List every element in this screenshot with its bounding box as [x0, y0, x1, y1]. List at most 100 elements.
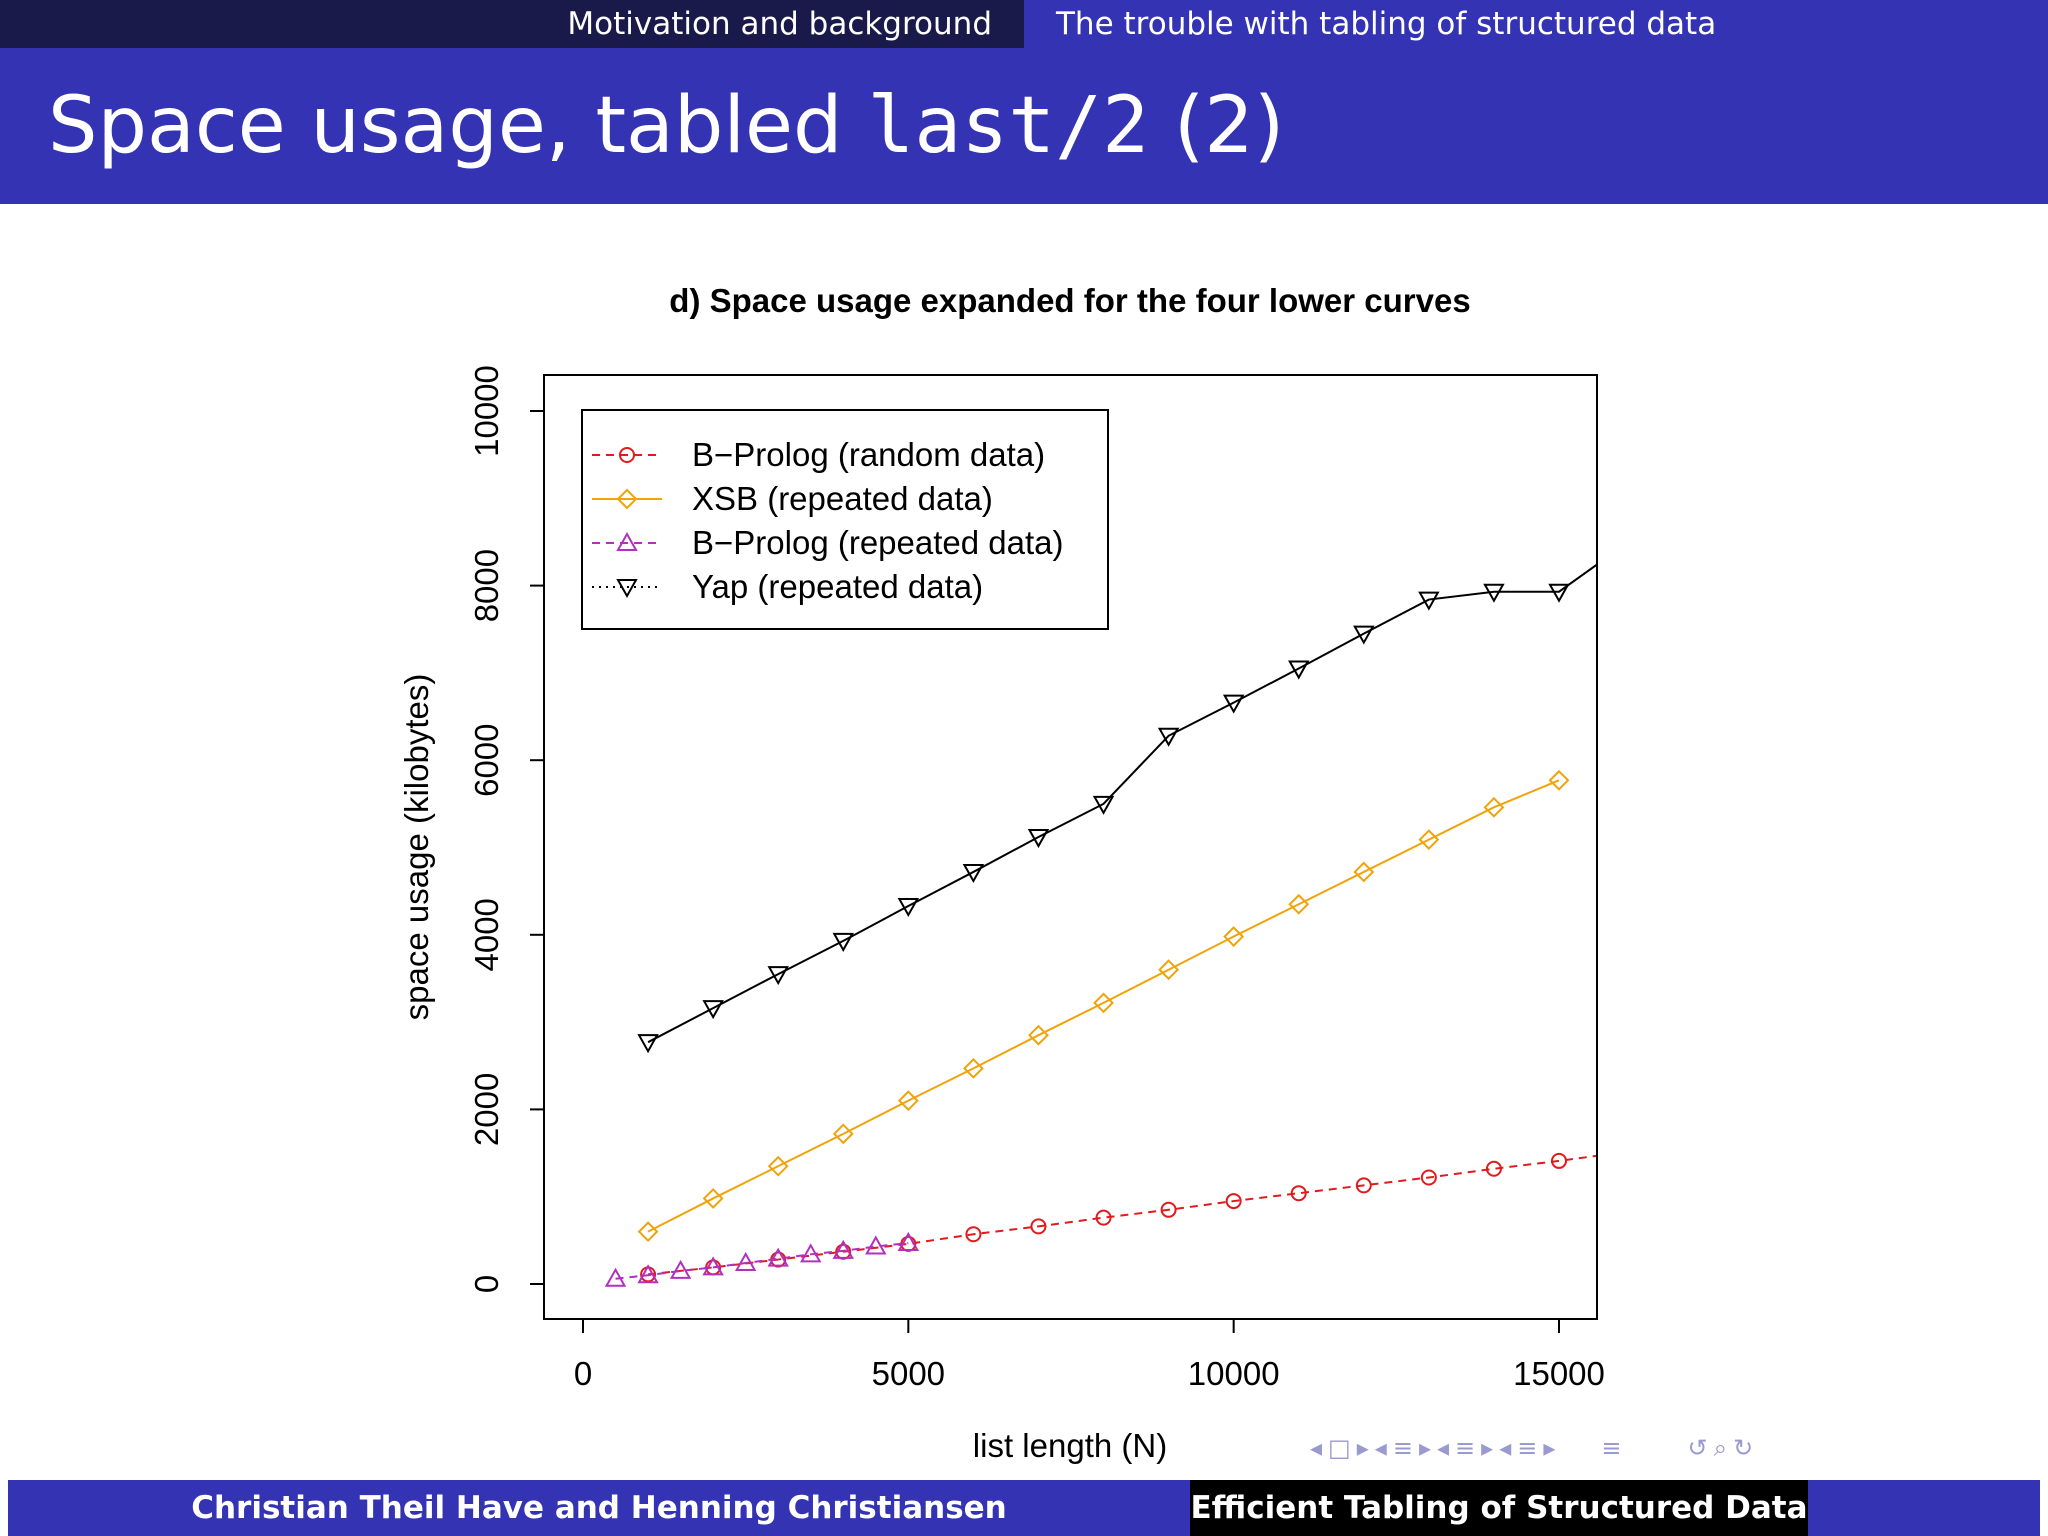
data-point	[1353, 861, 1375, 883]
data-point	[1355, 1177, 1372, 1194]
x-tick-label: 10000	[1188, 1355, 1280, 1392]
data-point	[1092, 795, 1115, 815]
slide-title-bar: Space usage, tabled last/2 (2)	[0, 48, 2048, 204]
arrow-left-icon[interactable]: ◂	[1374, 1434, 1387, 1462]
arrow-right-icon[interactable]: ▸	[1543, 1434, 1556, 1462]
data-point	[702, 1188, 724, 1209]
data-point	[1290, 1185, 1307, 1202]
legend-label: B−Prolog (repeated data)	[692, 524, 1064, 561]
series-2	[637, 769, 1570, 1243]
undo-icon[interactable]: ↺	[1687, 1434, 1708, 1462]
data-point	[1158, 959, 1180, 981]
arrow-left-icon[interactable]: ◂	[1436, 1434, 1450, 1462]
legend-marker	[616, 531, 638, 551]
data-point	[897, 1090, 919, 1112]
subsection-icon[interactable]: ≡	[1392, 1434, 1413, 1462]
y-tick-label: 10000	[468, 365, 505, 457]
data-point	[962, 863, 985, 883]
data-point	[865, 1235, 887, 1255]
data-point	[1483, 583, 1505, 603]
data-point	[637, 1034, 659, 1054]
section-icon[interactable]: ≡	[1517, 1434, 1538, 1462]
data-point	[1030, 1218, 1047, 1235]
data-point	[1225, 1193, 1242, 1210]
section-link-motivation[interactable]: Motivation and background	[0, 0, 1024, 48]
data-point	[604, 1267, 627, 1287]
legend-label: B−Prolog (random data)	[692, 436, 1045, 473]
data-point	[1288, 893, 1310, 915]
x-tick-label: 0	[574, 1355, 592, 1392]
y-tick-label: 0	[468, 1275, 505, 1293]
data-point	[637, 1221, 659, 1243]
zoom-icon[interactable]: ⌕	[1713, 1434, 1728, 1462]
data-point	[767, 1247, 789, 1267]
section-right-label: The trouble with tabling of structured d…	[1056, 6, 1717, 42]
data-point	[1418, 829, 1440, 851]
data-point	[767, 966, 789, 986]
chart-legend: B−Prolog (random data) XSB (repeated data…	[581, 409, 1109, 630]
slide-title-suffix: (2)	[1149, 81, 1285, 171]
y-tick-label: 4000	[468, 898, 505, 971]
data-point	[1483, 796, 1505, 818]
arrow-left-icon[interactable]: ◂	[1310, 1434, 1323, 1462]
data-point	[702, 1000, 724, 1020]
data-point	[734, 1252, 757, 1272]
footer-authors-text: Christian Theil Have and Henning Christi…	[191, 1490, 1007, 1526]
chart-title: d) Space usage expanded for the four low…	[669, 282, 1470, 319]
footer-spacer	[1808, 1480, 2040, 1536]
frame-icon[interactable]: □	[1328, 1434, 1351, 1462]
data-point	[1288, 660, 1310, 680]
arrow-right-icon[interactable]: ▸	[1418, 1434, 1431, 1462]
footer-talk-title-text: Efficient Tabling of Structured Data	[1190, 1490, 1808, 1526]
y-tick-label: 2000	[468, 1073, 505, 1146]
data-point	[1157, 727, 1180, 747]
series-line	[647, 1154, 1596, 1276]
legend-box	[581, 409, 1109, 630]
data-point	[1028, 1024, 1049, 1046]
legend-marker	[619, 447, 635, 463]
slide-title-code: last/2	[867, 81, 1150, 171]
data-point	[669, 1259, 692, 1279]
align-icon[interactable]: ≡	[1601, 1434, 1622, 1462]
x-axis-label: list length (N)	[973, 1427, 1167, 1464]
series-line	[615, 1241, 909, 1280]
section-link-trouble[interactable]: The trouble with tabling of structured d…	[1024, 0, 2048, 48]
axes: 0 5000 10000 15000 0 2000 4000 6000 8000 10000	[468, 365, 1605, 1392]
y-tick-label: 6000	[468, 723, 505, 796]
y-tick-label: 8000	[468, 549, 505, 622]
data-point	[962, 1057, 984, 1079]
y-axis-label: space usage (kilobytes)	[398, 674, 435, 1021]
series-4	[637, 564, 1596, 1054]
data-point	[1548, 583, 1570, 603]
data-point	[767, 1155, 789, 1177]
legend-marker	[616, 579, 638, 599]
arrow-right-icon[interactable]: ▸	[1356, 1434, 1369, 1462]
space-usage-chart: d) Space usage expanded for the four low…	[398, 282, 1605, 1464]
legend-marker	[616, 488, 638, 510]
redo-icon[interactable]: ↻	[1733, 1434, 1754, 1462]
data-point	[1095, 1209, 1112, 1226]
legend-label: Yap (repeated data)	[692, 568, 983, 605]
footer-authors: Christian Theil Have and Henning Christi…	[8, 1480, 1190, 1536]
data-point	[832, 932, 854, 952]
series-layer	[604, 564, 1596, 1287]
data-point	[1420, 1169, 1437, 1186]
data-point	[1093, 992, 1114, 1014]
data-point	[1551, 1152, 1567, 1169]
footer-talk-title: Efficient Tabling of Structured Data	[1190, 1480, 1808, 1536]
data-point	[702, 1256, 724, 1276]
arrow-left-icon[interactable]: ◂	[1499, 1434, 1512, 1462]
section-icon[interactable]: ≡	[1455, 1434, 1476, 1462]
section-left-label: Motivation and background	[567, 6, 992, 42]
section-navigation-bar: Motivation and background The trouble wi…	[0, 0, 2048, 48]
data-point	[832, 1123, 854, 1145]
x-tick-label: 5000	[872, 1355, 945, 1392]
data-point	[1027, 829, 1050, 849]
series-line	[647, 779, 1560, 1233]
data-point	[1418, 591, 1440, 611]
arrow-right-icon[interactable]: ▸	[1481, 1434, 1494, 1462]
data-point	[1222, 694, 1245, 714]
series-3	[604, 1231, 920, 1287]
data-point	[1223, 926, 1245, 947]
data-point	[1548, 769, 1570, 791]
